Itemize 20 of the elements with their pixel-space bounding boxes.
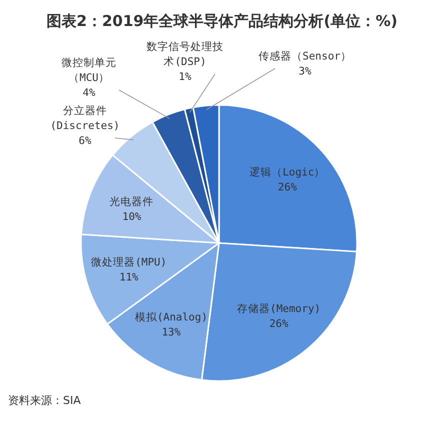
- slice-label: 分立器件(Discretes): [50, 104, 120, 132]
- slice-label: 逻辑（Logic）: [250, 165, 326, 178]
- data-label: 3%: [298, 66, 312, 78]
- data-label: 6%: [78, 135, 92, 147]
- data-label: 26%: [269, 318, 289, 330]
- slice-label: 微处理器(MPU): [91, 256, 167, 269]
- slice-label: 存储器(Memory): [237, 302, 321, 315]
- slice-label: 数字信号处理技术(DSP): [146, 40, 224, 68]
- chart-title: 图表2：2019年全球半导体产品结构分析(单位：%): [46, 12, 398, 30]
- data-label: 11%: [119, 272, 140, 284]
- data-label: 1%: [178, 71, 192, 83]
- slice-label: 模拟(Analog): [134, 310, 208, 324]
- data-label: 26%: [278, 181, 298, 194]
- slice-label: 光电器件: [110, 194, 154, 208]
- slice-label: 传感器（Sensor）: [258, 50, 352, 62]
- data-label: 10%: [122, 210, 142, 223]
- slice-label: 微控制单元（MCU）: [62, 56, 116, 84]
- data-label: 4%: [82, 87, 96, 99]
- data-label: 13%: [162, 326, 182, 338]
- text: 资料来源：SIA: [8, 394, 82, 407]
